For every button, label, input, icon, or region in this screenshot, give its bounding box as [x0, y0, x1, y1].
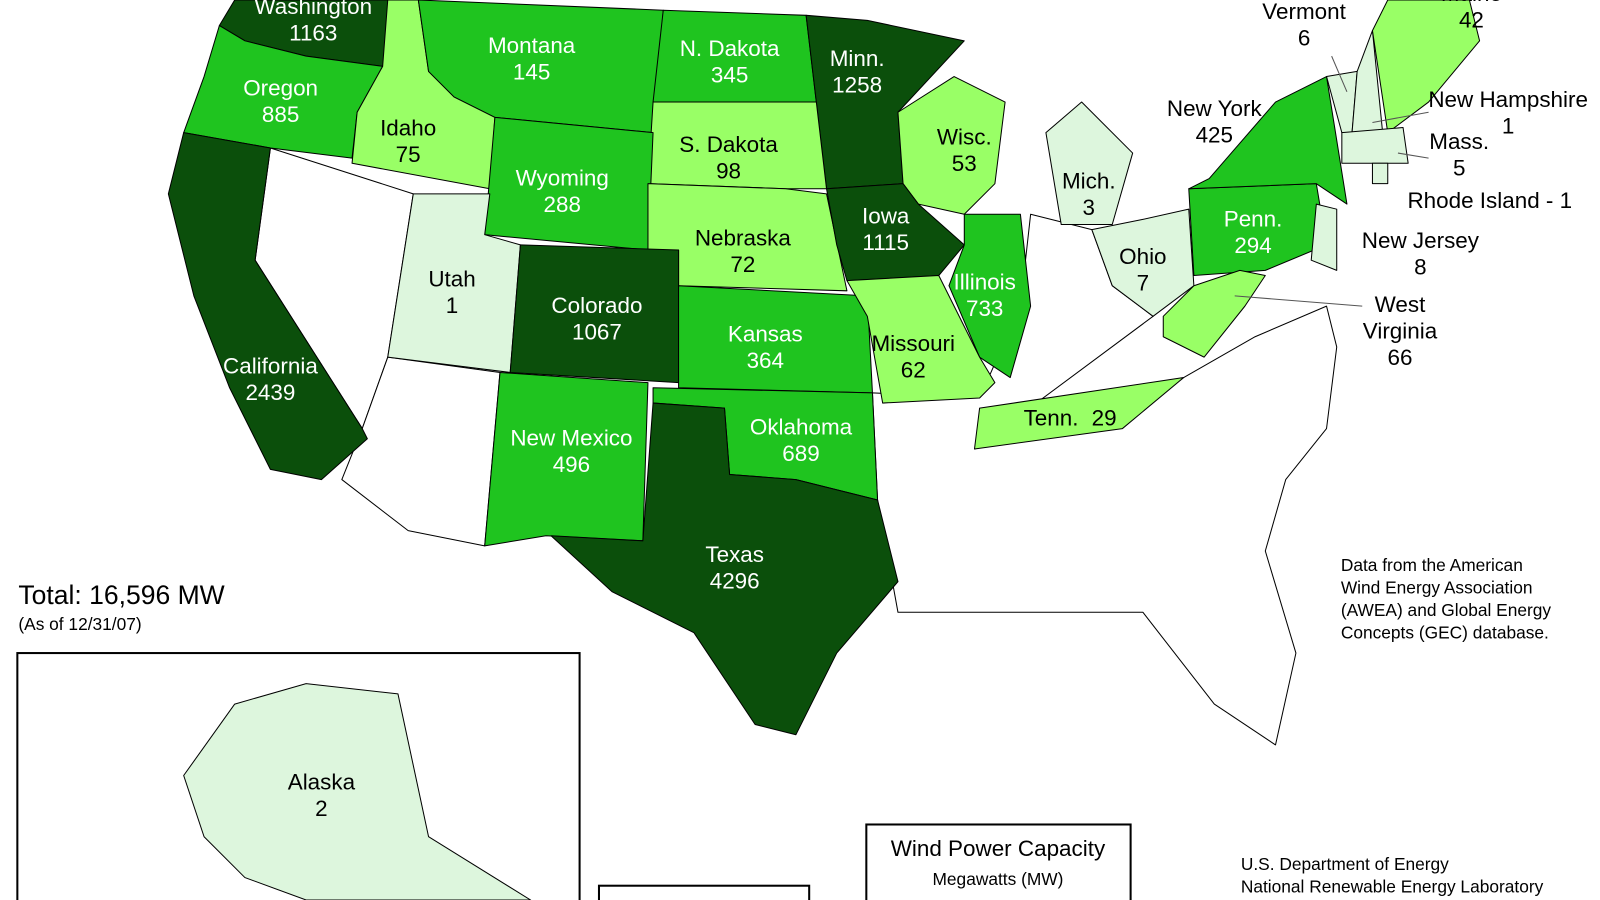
state-value: 496	[553, 452, 590, 477]
state-value: 29	[1092, 405, 1117, 430]
state-value: 885	[262, 102, 299, 127]
source-note: (AWEA) and Global Energy	[1341, 600, 1552, 620]
state-name: West Virginia	[1363, 292, 1438, 344]
state-value: 53	[952, 151, 977, 176]
state-name: Mass.	[1429, 129, 1489, 154]
state-name: Tenn.	[1024, 405, 1079, 430]
credit: U.S. Department of Energy	[1241, 854, 1449, 874]
state-value: 5	[1453, 155, 1465, 180]
state-name: Washington	[254, 0, 372, 19]
state	[948, 213, 1032, 379]
source-note: Concepts (GEC) database.	[1341, 622, 1549, 642]
state-value: 1163	[289, 21, 337, 46]
state-name: Vermont	[1262, 0, 1346, 24]
state-value: 4296	[710, 569, 760, 594]
as-of-date: (As of 12/31/07)	[18, 614, 141, 634]
total: Total: 16,596 MW	[18, 580, 224, 610]
legend-title: Wind Power Capacity	[891, 836, 1106, 861]
state-value: 66	[1388, 345, 1413, 370]
state-value: 1067	[572, 320, 622, 345]
credit: National Renewable Energy Laboratory	[1241, 876, 1544, 896]
leader-line	[1372, 111, 1429, 123]
state-name: Nebraska	[695, 226, 792, 251]
state-value: 1	[446, 293, 458, 318]
source-note: Data from the American	[1341, 555, 1523, 575]
state-name: Illinois	[954, 270, 1016, 295]
state-value: 62	[901, 357, 926, 382]
state-name: New York	[1167, 96, 1263, 121]
state-name: Oregon	[243, 76, 318, 101]
state-value: 1115	[862, 230, 909, 255]
state-value: 75	[396, 142, 421, 167]
other-states	[871, 213, 1338, 746]
state	[1310, 203, 1338, 271]
state-value: 345	[711, 62, 748, 87]
state	[1045, 101, 1134, 225]
state-value: 72	[730, 252, 755, 277]
state-value: 1	[1502, 113, 1514, 138]
state-value: 8	[1414, 254, 1426, 279]
source-note: Wind Energy Association	[1341, 577, 1533, 597]
state-value: 1258	[832, 73, 882, 98]
state	[846, 275, 996, 404]
state	[1371, 162, 1389, 185]
state	[1341, 127, 1409, 164]
state-value: 6	[1298, 26, 1310, 51]
state-value: 364	[747, 348, 784, 373]
state	[826, 183, 965, 282]
state-value: 145	[513, 59, 550, 84]
state-name: Ohio	[1119, 244, 1166, 269]
state-name: Idaho	[380, 116, 436, 141]
state-value: 98	[716, 158, 741, 183]
state-value: 294	[1234, 233, 1271, 258]
state-name: Wisc.	[937, 125, 992, 150]
state-name: Kansas	[728, 322, 803, 347]
state-name: Missouri	[871, 331, 955, 356]
state-name: Oklahoma	[750, 414, 853, 439]
state-name: New Jersey	[1362, 228, 1480, 253]
state-name: Minn.	[830, 46, 885, 71]
state-value: 42	[1459, 7, 1484, 32]
alaska-inset	[16, 652, 581, 900]
state-name: Maine	[1441, 0, 1502, 6]
state-name: Colorado	[551, 293, 642, 318]
state	[550, 402, 899, 736]
state-shapes	[167, 0, 1481, 900]
state-name: Rhode Island - 1	[1407, 188, 1572, 213]
state-name: New Hampshire	[1428, 87, 1588, 112]
leader-line	[1331, 55, 1348, 93]
state-value: 2	[315, 796, 327, 821]
state-value: 3	[1083, 195, 1095, 220]
state-value: 733	[966, 296, 1003, 321]
state-name: Mich.	[1062, 169, 1116, 194]
state-value: 425	[1196, 123, 1233, 148]
state-name: Montana	[488, 33, 576, 58]
state-value: 689	[782, 441, 819, 466]
state-value: 7	[1137, 271, 1149, 296]
legend-box	[865, 823, 1132, 900]
hawaii-inset	[597, 884, 811, 900]
state	[183, 683, 532, 900]
state-name: Texas	[705, 542, 764, 567]
leader-line	[1397, 152, 1429, 159]
state-value: 288	[544, 192, 581, 217]
state	[1162, 269, 1266, 358]
state-name: Alaska	[288, 770, 356, 795]
state-name: New Mexico	[510, 426, 632, 451]
state-name: California	[223, 353, 318, 378]
leader-line	[1234, 295, 1363, 307]
state-value: 2439	[245, 380, 295, 405]
state	[973, 377, 1185, 450]
state-name: Penn.	[1224, 206, 1283, 231]
state-name: N. Dakota	[680, 36, 780, 61]
state	[167, 132, 368, 481]
state	[1188, 76, 1348, 205]
state-name: Wyoming	[516, 166, 609, 191]
state-name: Iowa	[862, 203, 910, 228]
state-name: Utah	[428, 267, 475, 292]
state-name: S. Dakota	[679, 132, 778, 157]
legend-subtitle: Megawatts (MW)	[932, 869, 1063, 889]
